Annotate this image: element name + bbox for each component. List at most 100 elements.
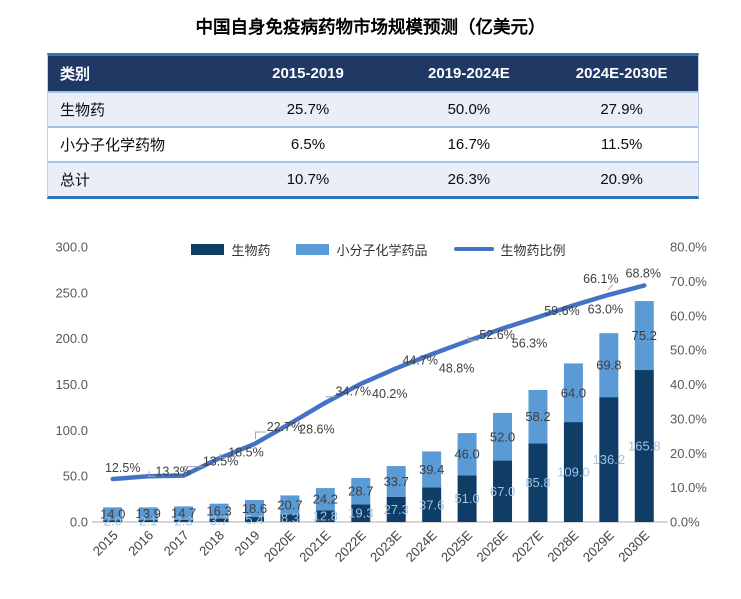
bar-biologics-segment <box>209 518 229 522</box>
bar-label-biologics: 5.4 <box>245 512 263 527</box>
chart-legend: 生物药 小分子化学药品 生物药比例 <box>95 240 662 258</box>
bar-label-small-molecule: 46.0 <box>454 447 479 462</box>
bar-label-small-molecule: 69.8 <box>596 358 621 373</box>
y-axis-right-tick: 70.0% <box>670 274 707 289</box>
y-axis-right-tick: 10.0% <box>670 480 707 495</box>
x-axis-label: 2019 <box>232 528 263 559</box>
line-label: 22.7% <box>267 420 302 434</box>
y-axis-right-tick: 80.0% <box>670 240 707 255</box>
y-axis-right-tick: 40.0% <box>670 377 707 392</box>
bar-label-biologics: 12.8 <box>313 509 338 524</box>
bar-label-biologics: 8.3 <box>281 511 299 526</box>
bar-label-small-molecule: 20.7 <box>277 497 302 512</box>
cell-value: 10.7% <box>286 171 330 188</box>
y-axis-right-tick: 50.0% <box>670 343 707 358</box>
x-axis-label: 2017 <box>161 528 192 559</box>
y-axis-right-tick: 0.0% <box>670 515 700 530</box>
bar-label-small-molecule: 28.7 <box>348 484 373 499</box>
cagr-table: 类别 2015-2019 2019-2024E 2024E-2030E 生物药 … <box>47 53 699 199</box>
line-label: 40.2% <box>372 387 407 401</box>
bar-label-small-molecule: 24.2 <box>313 492 338 507</box>
bar-label-small-molecule: 14.7 <box>171 506 196 521</box>
x-axis-label: 2024E <box>403 527 440 564</box>
bar-biologics-segment <box>634 370 654 522</box>
x-axis-label: 2021E <box>296 527 333 564</box>
x-axis-label: 2025E <box>438 527 475 564</box>
bar-biologics-segment <box>599 397 619 522</box>
table-header-category: 类别 <box>60 67 91 83</box>
x-axis-label: 2027E <box>509 527 546 564</box>
bar-small-molecule-segment <box>528 390 548 444</box>
bar-small-molecule-segment <box>174 506 194 520</box>
line-label: 59.6% <box>544 304 579 318</box>
y-axis-left-tick: 100.0 <box>55 423 88 438</box>
line-label-leader <box>219 453 229 458</box>
y-axis-left-tick: 50.0 <box>63 469 88 484</box>
bar-label-biologics: 85.8 <box>525 475 550 490</box>
x-axis-label: 2022E <box>332 527 369 564</box>
line-label-leader <box>467 336 480 341</box>
cell-value: 11.5% <box>600 136 643 153</box>
line-label-leader <box>148 471 156 477</box>
line-label: 44.7% <box>402 353 437 367</box>
bar-biologics-segment <box>386 496 406 522</box>
x-axis-label: 2018 <box>196 528 227 559</box>
legend-item-biologics-ratio: 生物药比例 <box>453 240 566 259</box>
bar-biologics-segment <box>244 517 264 522</box>
bar-label-small-molecule: 14.0 <box>100 506 125 521</box>
bar-label-small-molecule: 58.2 <box>525 409 550 424</box>
bar-small-molecule-segment <box>386 466 406 497</box>
bar-small-molecule-segment <box>634 301 654 371</box>
bar-biologics-segment <box>174 519 194 522</box>
bar-small-molecule-segment <box>280 495 300 515</box>
legend-item-small-molecule: 小分子化学药品 <box>296 240 428 259</box>
line-label: 52.6% <box>479 328 514 342</box>
bar-label-biologics: 67.0 <box>490 484 515 499</box>
bar-biologics-segment <box>138 520 158 522</box>
x-axis-label: 2016 <box>125 528 156 559</box>
bar-label-biologics: 3.7 <box>210 513 228 528</box>
table-header-2019-2024e: 2019-2024E <box>428 65 510 82</box>
line-label: 63.0% <box>588 302 623 316</box>
bar-biologics-segment <box>563 422 583 522</box>
bar-label-biologics: 136.2 <box>593 452 626 467</box>
line-label: 56.3% <box>512 336 547 350</box>
market-forecast-chart: 0.0 50.0 100.0 150.0 200.0 250.0 300.0 0.0% 10.0… <box>55 240 707 565</box>
bar-small-molecule-segment <box>563 363 583 423</box>
table-row: 小分子化学药物 6.5% 16.7% 11.5% <box>48 126 698 161</box>
line-label: 13.5% <box>203 455 238 469</box>
cell-value: 25.7% <box>286 101 330 118</box>
line-label: 48.8% <box>439 361 474 375</box>
bar-small-molecule-segment <box>457 433 477 476</box>
y-axis-right-tick: 20.0% <box>670 446 707 461</box>
line-label: 12.5% <box>105 461 140 475</box>
bar-label-small-molecule: 13.9 <box>136 506 161 521</box>
bar-small-molecule-segment <box>315 488 335 511</box>
line-label: 28.6% <box>299 423 334 437</box>
bar-small-molecule-segment <box>422 451 442 488</box>
cell-value: 50.0% <box>447 101 491 118</box>
bar-label-small-molecule: 75.2 <box>632 328 657 343</box>
bar-biologics-segment <box>315 510 335 522</box>
x-axis-label: 2030E <box>615 527 652 564</box>
bar-label-biologics: 165.8 <box>628 439 661 454</box>
y-axis-right-tick: 60.0% <box>670 308 707 323</box>
table-row: 生物药 25.7% 50.0% 27.9% <box>48 91 698 126</box>
x-axis-label: 2020E <box>261 527 298 564</box>
line-label-leader <box>184 466 203 471</box>
y-axis-left-tick: 250.0 <box>55 285 88 300</box>
line-label-leader <box>607 284 614 291</box>
y-axis-right-tick: 30.0% <box>670 411 707 426</box>
biologics-swatch-icon <box>191 243 225 255</box>
bar-biologics-segment <box>528 443 548 522</box>
x-axis-label: 2026E <box>473 527 510 564</box>
bar-small-molecule-segment <box>351 478 371 505</box>
bar-biologics-segment <box>457 475 477 522</box>
legend-label: 小分子化学药品 <box>336 242 428 258</box>
row-label: 生物药 <box>60 103 106 119</box>
bar-biologics-segment <box>351 504 371 522</box>
line-label: 68.8% <box>626 267 661 281</box>
bar-label-small-molecule: 18.6 <box>242 501 267 516</box>
bar-label-small-molecule: 16.3 <box>206 504 231 519</box>
